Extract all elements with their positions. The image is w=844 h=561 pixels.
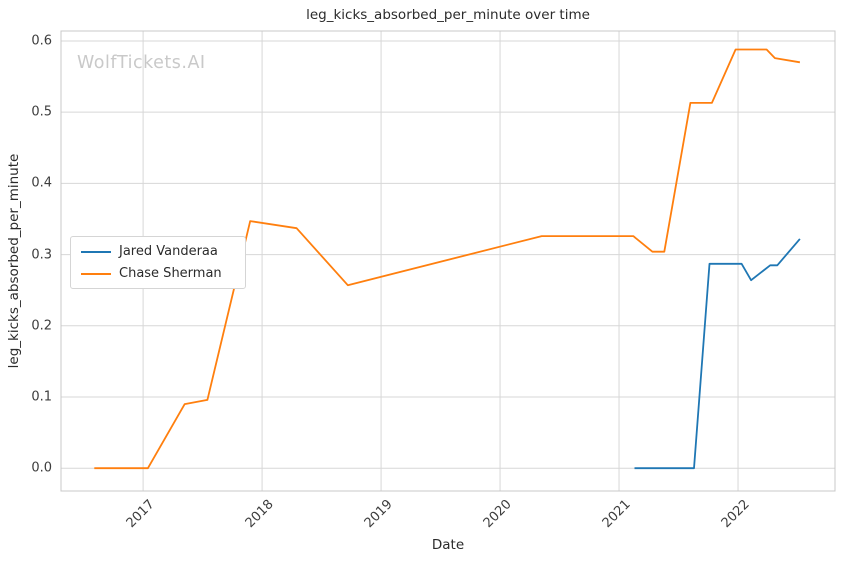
line-series-jared-vanderaa [634, 238, 801, 470]
legend-label: Chase Sherman [119, 266, 222, 281]
line-series-chase-sherman [94, 48, 801, 470]
legend: Jared Vanderaa Chase Sherman [70, 236, 246, 289]
gridlines [61, 31, 835, 491]
x-axis-label: Date [431, 537, 465, 553]
y-tick-label: 0.6 [31, 33, 52, 49]
legend-item: Jared Vanderaa [81, 243, 235, 260]
plot-border [60, 30, 836, 492]
y-tick-label: 0.4 [31, 175, 52, 191]
y-tick-label: 0.2 [31, 318, 52, 334]
data-lines [94, 48, 801, 470]
y-axis-label: leg_kicks_absorbed_per_minute [6, 153, 22, 369]
legend-line-swatch [81, 272, 111, 275]
legend-item: Chase Sherman [81, 265, 235, 282]
y-tick-label: 0.3 [31, 247, 52, 263]
legend-label: Jared Vanderaa [119, 244, 218, 259]
watermark: WolfTickets.AI [77, 53, 206, 73]
chart-title: leg_kicks_absorbed_per_minute over time [306, 7, 590, 23]
legend-line-swatch [81, 250, 111, 253]
y-tick-label: 0.0 [31, 460, 52, 476]
y-tick-label: 0.5 [31, 104, 52, 120]
y-tick-label: 0.1 [31, 389, 52, 405]
